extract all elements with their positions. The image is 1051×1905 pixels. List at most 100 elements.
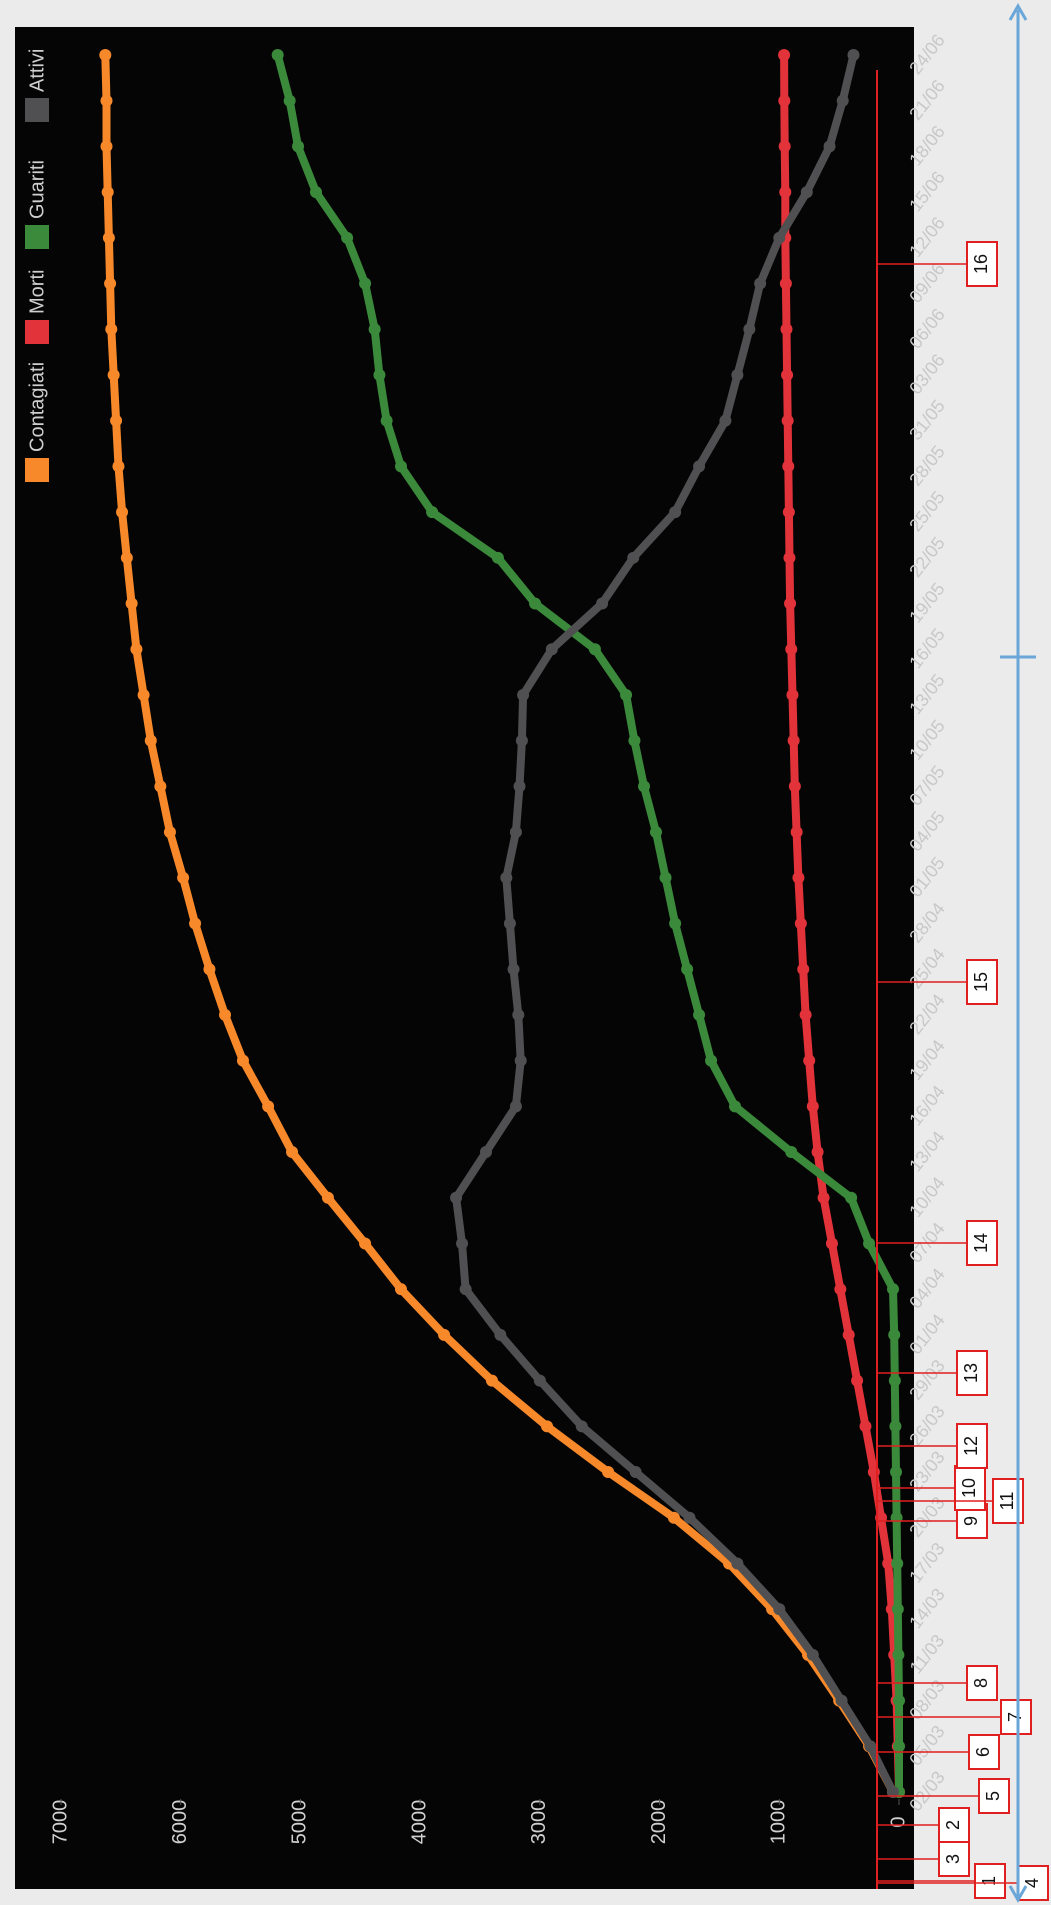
series-point (743, 323, 756, 336)
series-point (545, 643, 558, 656)
annotation-label: 5 (983, 1791, 1003, 1801)
series-point (731, 1557, 744, 1570)
series-point (509, 826, 522, 839)
annotation-label: 9 (961, 1516, 981, 1526)
series-point (787, 734, 800, 747)
series-point (836, 94, 849, 107)
series-point (773, 231, 786, 244)
series-point (503, 917, 516, 930)
series-point (459, 1283, 472, 1296)
series-point (780, 323, 793, 336)
series-point (107, 368, 120, 381)
series-point (790, 826, 803, 839)
series-point (806, 1648, 819, 1661)
series-point (450, 1191, 463, 1204)
chart-background (15, 27, 914, 1889)
annotation-box (978, 1778, 1010, 1814)
annotation-box (956, 1350, 988, 1396)
series-point (426, 506, 439, 519)
annotation-box (966, 1665, 998, 1701)
series-point (786, 688, 799, 701)
series-point (778, 49, 791, 61)
y-tick-label: 7000 (49, 1800, 71, 1845)
series-point (891, 1557, 904, 1570)
series-point (817, 1191, 830, 1204)
series-point (120, 551, 133, 564)
series-point (638, 780, 651, 793)
series-point (321, 1191, 334, 1204)
annotation-label: 8 (971, 1678, 991, 1688)
series-point (588, 643, 601, 656)
series-point (154, 780, 167, 793)
series-point (101, 186, 114, 199)
series-point (893, 1740, 905, 1753)
series-point (596, 597, 609, 610)
series-point (491, 551, 504, 564)
series-point (893, 1694, 905, 1707)
series-point (785, 643, 798, 656)
series-point (693, 460, 706, 473)
series-point (394, 1283, 407, 1296)
series-point (649, 826, 662, 839)
series-point (438, 1328, 451, 1341)
legend-label: Contagiati (26, 362, 48, 452)
series-point (781, 414, 794, 427)
series-point (845, 1191, 858, 1204)
series-point (806, 1100, 819, 1113)
series-point (575, 1420, 588, 1433)
legend-swatch (25, 458, 49, 482)
series-point (800, 186, 813, 199)
y-tick-label: 1000 (768, 1800, 790, 1845)
series-point (512, 1008, 525, 1021)
series-point (500, 871, 513, 884)
series-point (262, 1100, 275, 1113)
annotation-box (938, 1841, 970, 1877)
annotation-box (1000, 1699, 1032, 1735)
series-point (509, 1100, 522, 1113)
series-point (105, 323, 118, 336)
series-point (778, 140, 791, 153)
series-point (292, 140, 305, 153)
series-point (203, 963, 216, 976)
annotation-label: 12 (961, 1436, 981, 1456)
series-point (799, 1008, 812, 1021)
y-tick-label: 5000 (289, 1800, 311, 1845)
series-point (705, 1054, 718, 1067)
annotation-label: 7 (1005, 1712, 1025, 1722)
series-point (785, 1146, 798, 1159)
series-point (100, 94, 113, 107)
annotation-box (966, 959, 998, 1005)
series-point (529, 597, 542, 610)
series-point (130, 643, 143, 656)
series-point (163, 826, 176, 839)
series-point (236, 1054, 249, 1067)
series-point (283, 94, 296, 107)
series-point (359, 277, 372, 290)
y-tick-label: 0 (887, 1816, 909, 1827)
legend-swatch (25, 225, 49, 249)
series-point (778, 94, 791, 107)
series-point (864, 1740, 877, 1753)
series-point (859, 1420, 872, 1433)
arrow-heads (1008, 2, 1028, 1904)
series-point (144, 734, 157, 747)
series-point (659, 871, 672, 884)
y-tick-label: 4000 (408, 1800, 430, 1845)
series-point (513, 780, 526, 793)
series-point (851, 1374, 864, 1387)
series-point (834, 1283, 847, 1296)
series-point (719, 414, 732, 427)
annotation-label: 14 (971, 1233, 991, 1253)
series-point (782, 460, 795, 473)
series-point (373, 368, 386, 381)
series-point (788, 780, 801, 793)
series-point (517, 688, 530, 701)
legend-label: Morti (26, 270, 48, 314)
series-point (825, 1237, 838, 1250)
annotation-label: 3 (943, 1854, 963, 1864)
series-point (99, 49, 112, 61)
series-point (507, 963, 520, 976)
series-point (479, 1146, 492, 1159)
series-point (189, 917, 202, 930)
